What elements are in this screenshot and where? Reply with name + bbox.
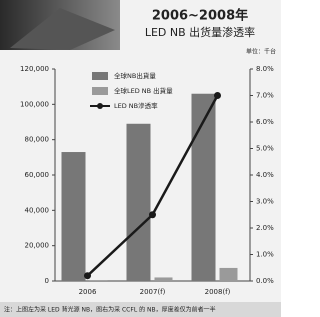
bar [62, 152, 86, 281]
bar [220, 268, 238, 281]
footnote: 注：上图左为采 LED 背光源 NB，图右为采 CCFL 的 NB，厚度差仅为前… [4, 306, 216, 314]
line-point [149, 211, 156, 218]
x-tick-label: 2006 [79, 288, 97, 296]
x-tick-label: 2008(f) [205, 288, 231, 296]
y-tick-label: 40,000 [25, 206, 50, 214]
chart: 2006~2008年 LED NB 出货量渗透率 单位：千台 注：上图左为采 L… [0, 0, 281, 317]
chart-title: 2006~2008年 [152, 8, 248, 24]
legend-swatch [92, 87, 108, 95]
legend-label: 全球NB出貨量 [114, 71, 156, 80]
y2-tick-label: 2.0% [256, 224, 274, 232]
y2-tick-label: 8.0% [256, 65, 274, 73]
y-tick-label: 80,000 [25, 136, 50, 144]
y-tick-label: 0 [45, 277, 49, 285]
y2-tick-label: 7.0% [256, 92, 274, 100]
unit-label: 单位：千台 [246, 48, 276, 56]
line-point [84, 272, 91, 279]
y2-tick-label: 0.0% [256, 277, 274, 285]
y2-tick-label: 5.0% [256, 145, 274, 153]
legend-swatch [92, 72, 108, 80]
chart-subtitle: LED NB 出货量渗透率 [145, 25, 255, 39]
y-tick-label: 120,000 [20, 65, 49, 73]
line-point [214, 92, 221, 99]
x-tick-label: 2007(f) [140, 288, 166, 296]
legend-label: 全球LED NB 出貨量 [114, 86, 173, 95]
y-tick-label: 20,000 [25, 242, 50, 250]
legend-label: LED NB滲透率 [114, 101, 158, 110]
y-tick-label: 60,000 [25, 171, 50, 179]
y2-tick-label: 3.0% [256, 198, 274, 206]
bar [90, 280, 108, 281]
legend-marker [97, 103, 103, 109]
y2-tick-label: 4.0% [256, 171, 274, 179]
bar [155, 277, 173, 281]
y2-tick-label: 6.0% [256, 118, 274, 126]
y2-tick-label: 1.0% [256, 251, 274, 259]
bar [127, 124, 151, 281]
y-tick-label: 100,000 [20, 100, 49, 108]
